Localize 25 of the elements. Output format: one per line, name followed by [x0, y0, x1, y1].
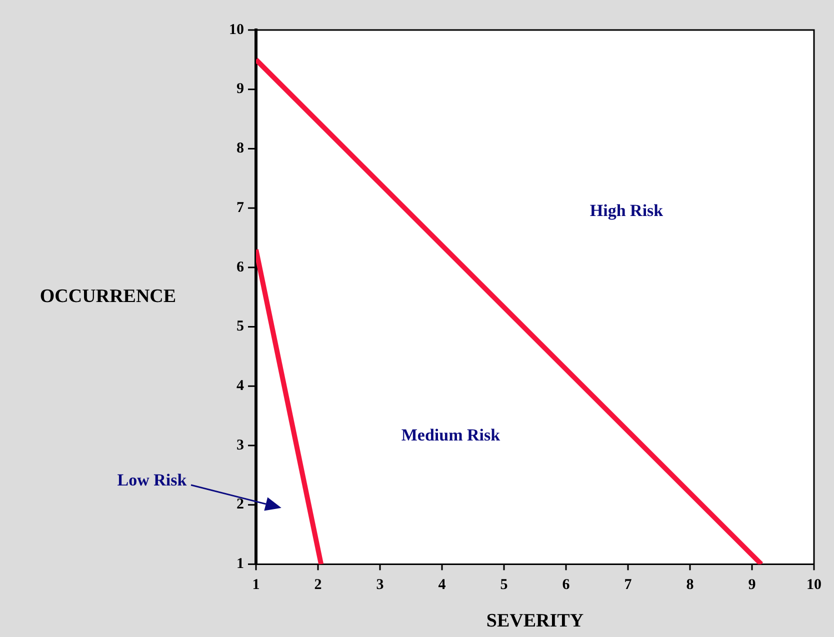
y-tick-label: 7 [236, 200, 244, 216]
x-tick-label: 7 [624, 577, 632, 594]
y-tick-label: 1 [236, 556, 244, 572]
x-tick-label: 5 [500, 577, 508, 594]
y-tick-label: 2 [236, 496, 244, 513]
x-tick-label: 8 [686, 577, 694, 594]
x-tick-label: 4 [438, 577, 446, 594]
text: Low Risk [117, 470, 188, 490]
annotation: High Risk [590, 201, 664, 220]
y-tick-label: 10 [229, 22, 244, 38]
y-axis-title: OCCURRENCE [40, 286, 176, 308]
y-tick-label: 9 [236, 81, 244, 98]
x-tick-label: 2 [314, 577, 322, 594]
x-axis-title: SEVERITY [486, 610, 584, 632]
x-tick-label: 6 [562, 577, 570, 594]
y-tick-label: 6 [236, 259, 244, 276]
y-tick-label: 5 [236, 318, 244, 335]
x-tick-label: 3 [376, 577, 384, 594]
x-tick-label: 1 [252, 577, 260, 594]
y-tick-label: 4 [236, 378, 244, 394]
x-tick-label: 9 [748, 577, 756, 594]
annotation: Medium Risk [401, 425, 501, 444]
y-tick-label: 8 [236, 140, 244, 157]
y-tick-label: 3 [236, 437, 244, 454]
x-tick-label: 10 [806, 577, 822, 594]
